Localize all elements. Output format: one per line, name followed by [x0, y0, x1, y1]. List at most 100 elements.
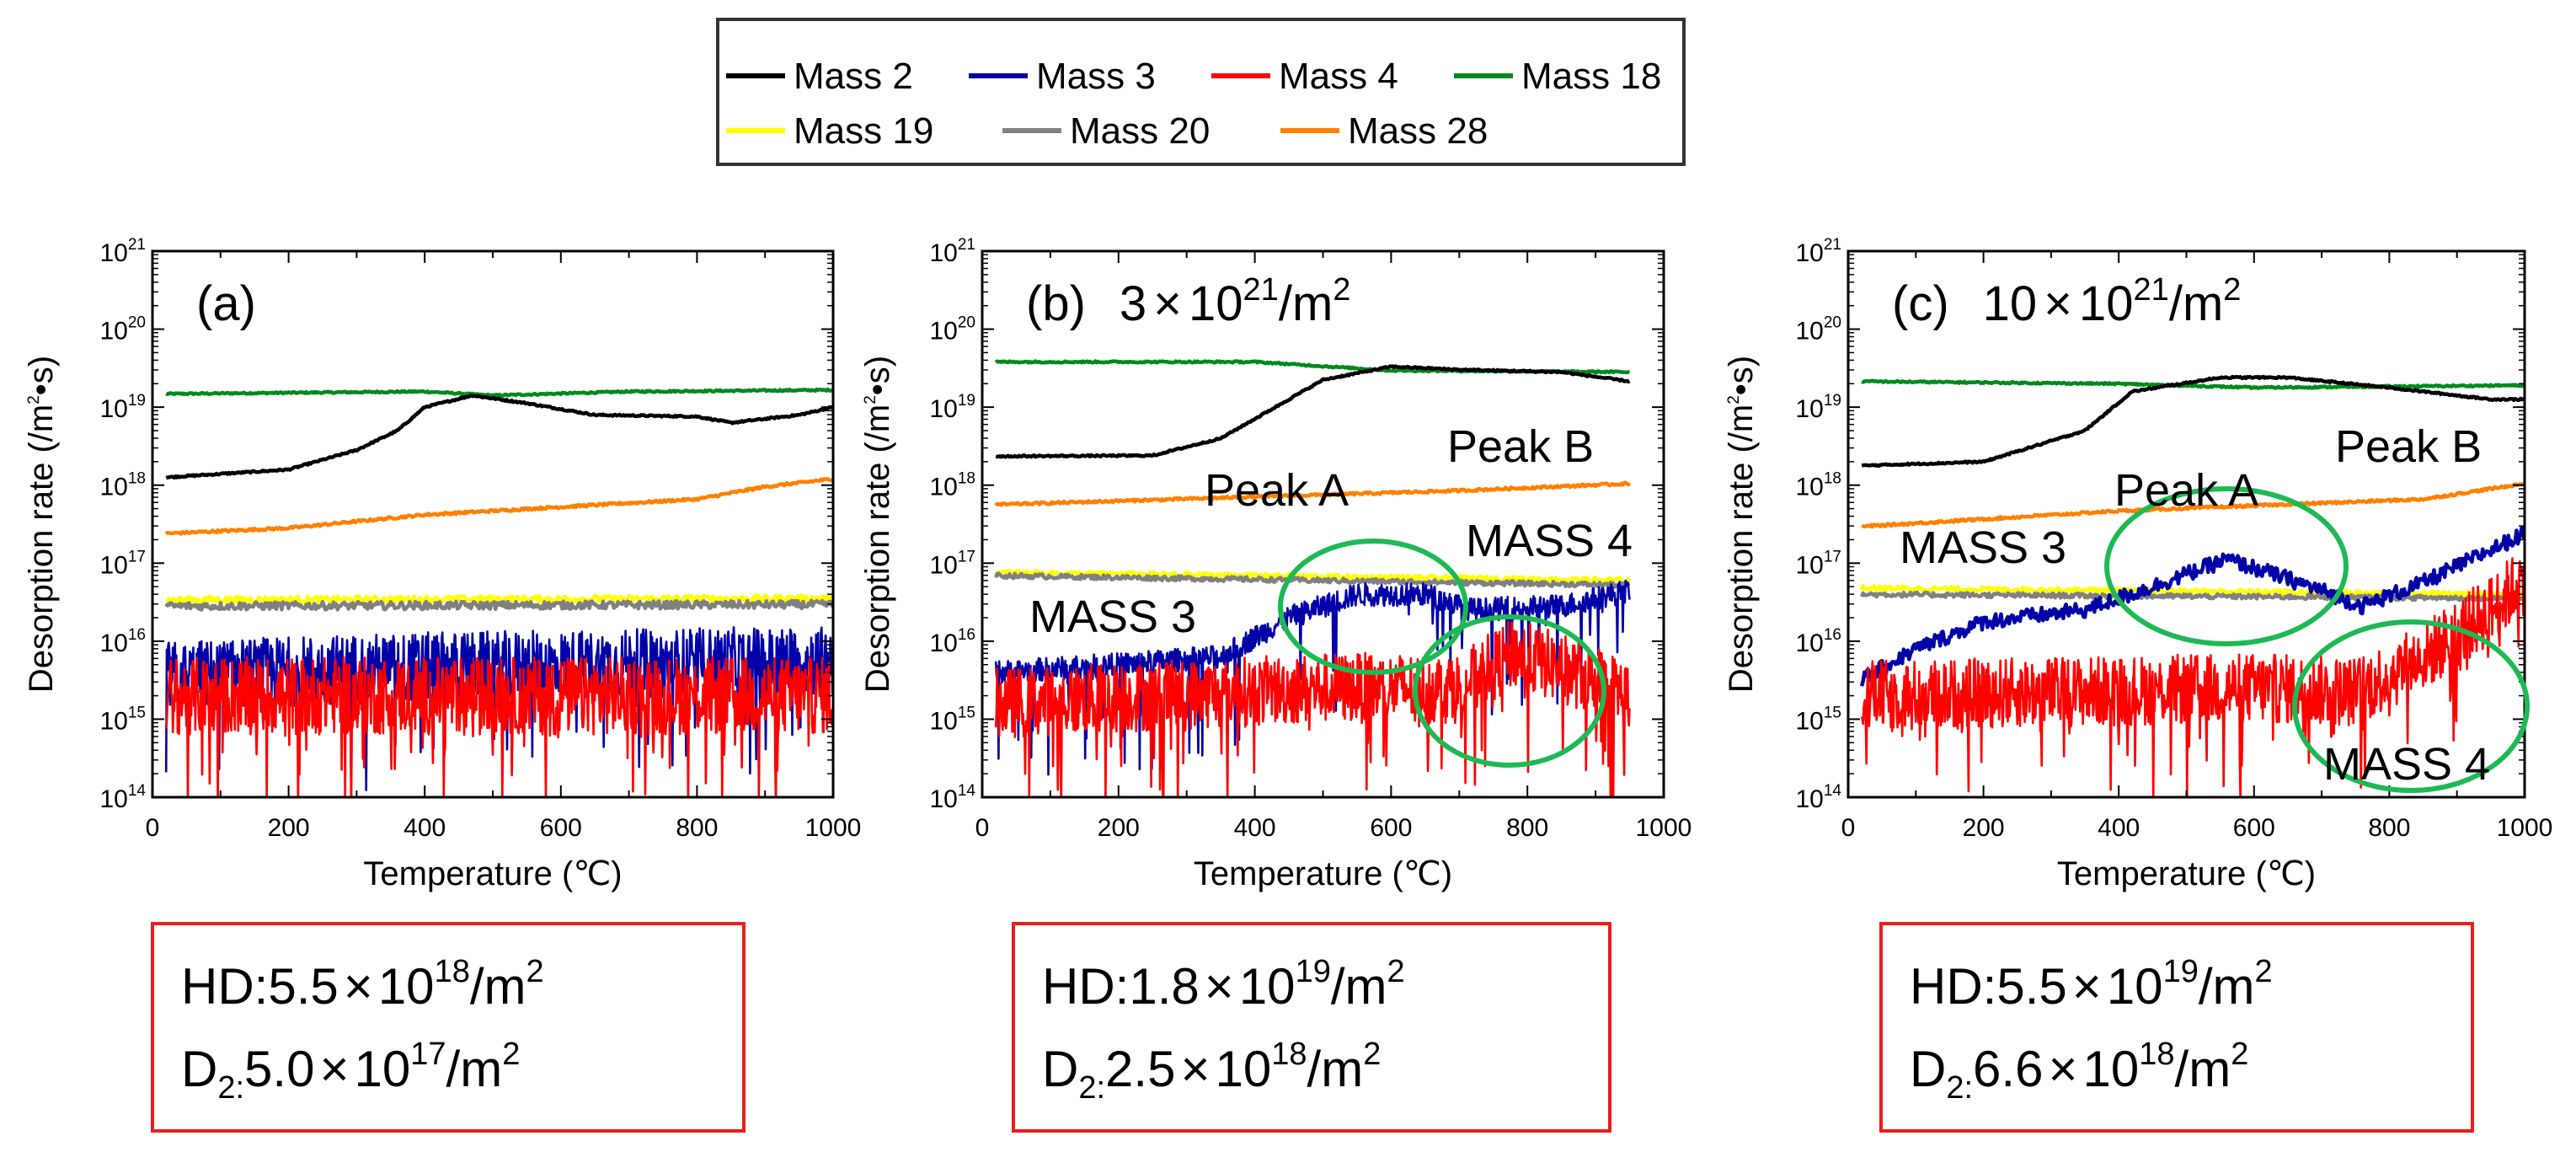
y-tick-base: 10 [99, 630, 127, 657]
y-tick-exponent: 18 [958, 470, 975, 488]
y-tick-label: 1018 [929, 470, 975, 501]
panel-label: (c) 10 × 1021/m2 [1892, 272, 2241, 331]
y-tick-label: 1017 [99, 548, 146, 579]
series-line-mass-4 [1860, 557, 2525, 797]
chart-panel-c: 0 200 400 600 800 100010141015101610171018101… [1723, 236, 2552, 1133]
x-tick-label: 400 [2098, 814, 2140, 842]
y-tick-label: 1020 [1795, 314, 1841, 346]
x-tick-label: 0 [975, 814, 990, 842]
fluence-value: 3 [1120, 276, 1146, 331]
result-box-frame [1879, 922, 2474, 1133]
result-exp: 18 [1271, 1037, 1307, 1072]
y-tick-exponent: 15 [128, 704, 146, 721]
series-group [164, 387, 833, 797]
result-line: D2:2.5 × 1018/m2 [1042, 1037, 1381, 1106]
y-tick-exponent: 20 [128, 314, 146, 332]
fluence-exp: 21 [1243, 272, 1279, 308]
series-line-mass-4 [994, 620, 1631, 797]
y-tick-exponent: 19 [128, 392, 146, 410]
x-tick-label: 800 [1506, 814, 1548, 842]
fluence-base: 10 [1189, 276, 1243, 331]
legend-entry: Mass 18 [1454, 56, 1661, 97]
result-times: × [1180, 1041, 1210, 1097]
y-tick-base: 10 [1795, 239, 1823, 267]
result-exp: 18 [2139, 1037, 2174, 1072]
y-tick-base: 10 [929, 318, 957, 346]
result-value: 5.5 [1996, 958, 2066, 1015]
result-unit: /m [446, 1041, 503, 1097]
result-value: 1.8 [1129, 958, 1199, 1015]
annotation-label: Peak B [2335, 421, 2482, 472]
legend-label: Mass 4 [1279, 56, 1398, 97]
series-line-mass-28 [994, 480, 1632, 507]
y-tick-base: 10 [929, 630, 957, 657]
x-axis-title: Temperature (℃) [2057, 855, 2316, 892]
legend-label: Mass 19 [794, 110, 933, 152]
y-tick-base: 10 [1795, 474, 1823, 501]
series-line-mass-2 [165, 394, 833, 480]
result-unit: /m [1331, 958, 1387, 1015]
result-species: HD: [1042, 958, 1129, 1015]
result-value: 5.0 [244, 1041, 314, 1097]
result-species: D [1042, 1041, 1078, 1097]
x-tick-label: 600 [2233, 814, 2275, 842]
series-line-mass-20 [994, 571, 1631, 589]
legend-label: Mass 18 [1521, 56, 1661, 97]
y-tick-label: 1021 [99, 236, 146, 267]
result-subscript: 2 [217, 1070, 235, 1106]
y-tick-label: 1016 [929, 626, 975, 657]
legend-entry: Mass 20 [1002, 110, 1210, 152]
legend-label: Mass 2 [794, 56, 913, 97]
result-unit-exp: 2 [1363, 1037, 1381, 1072]
y-tick-exponent: 21 [128, 236, 146, 254]
x-tick-label: 200 [1098, 814, 1140, 842]
y-tick-base: 10 [929, 785, 957, 813]
result-colon: : [235, 1070, 244, 1106]
y-tick-label: 1014 [99, 782, 146, 813]
result-species: HD [181, 958, 254, 1015]
y-tick-base: 10 [99, 318, 127, 346]
y-tick-base: 10 [929, 239, 957, 267]
y-axis-title: Desorption rate (/m2•s) [859, 356, 896, 693]
y-tick-exponent: 20 [958, 314, 975, 332]
panel-letter: (b) [1026, 276, 1086, 331]
highlight-ellipse [1278, 538, 1468, 675]
series-group [1859, 374, 2525, 797]
result-base: 10 [1216, 1041, 1272, 1097]
result-box-frame [1012, 922, 1611, 1133]
y-tick-exponent: 16 [958, 626, 975, 644]
y-tick-base: 10 [1795, 318, 1823, 346]
y-tick-label: 1015 [99, 704, 146, 735]
y-tick-label: 1020 [929, 314, 975, 346]
y-tick-exponent: 21 [1824, 236, 1841, 254]
y-tick-base: 10 [99, 707, 127, 735]
fluence-unit: /m [2169, 276, 2223, 331]
fluence-unit-exp: 2 [2223, 272, 2241, 308]
y-tick-label: 1021 [1795, 236, 1841, 267]
y-tick-base: 10 [99, 395, 127, 423]
annotation-label: MASS 4 [1466, 516, 1633, 566]
result-colon: : [1964, 1070, 1973, 1106]
result-line: HD:5.5 × 1018/m2 [181, 954, 544, 1015]
y-axis-title-main: Desorption rate (/m [1723, 405, 1760, 693]
result-line: HD:5.5 × 1019/m2 [1910, 954, 2273, 1015]
x-tick-label: 200 [268, 814, 310, 842]
y-axis-title-main: Desorption rate (/m [859, 405, 896, 693]
series-line-mass-28 [1861, 481, 2525, 529]
fluence-unit: /m [1279, 276, 1333, 331]
y-tick-base: 10 [1795, 785, 1823, 813]
result-times: × [344, 958, 373, 1015]
y-tick-base: 10 [99, 785, 127, 813]
legend-frame [716, 18, 1686, 166]
result-exp: 19 [2163, 954, 2199, 989]
series-group [994, 359, 1632, 797]
y-axis-title: Desorption rate (/m2•s) [1723, 356, 1760, 693]
result-colon: : [1115, 958, 1130, 1015]
y-tick-exponent: 15 [958, 704, 975, 721]
legend-label: Mass 20 [1070, 110, 1210, 152]
y-tick-label: 1020 [99, 314, 146, 346]
series-line-mass-19 [994, 568, 1632, 585]
